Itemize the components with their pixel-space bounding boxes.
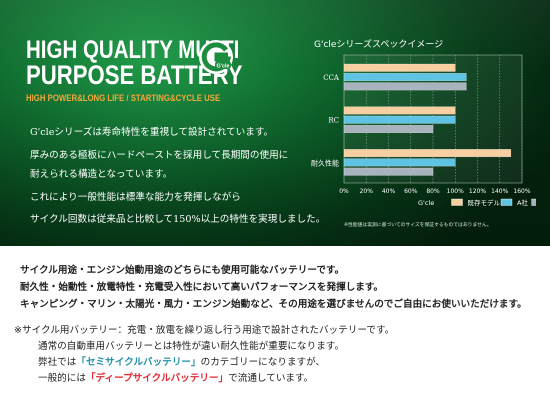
tagline: HIGH POWER&LONG LIFE / STARTING&CYCLE US… <box>26 93 221 104</box>
x-tick-label: 60% <box>404 188 418 195</box>
note-line-3: 弊社では「セミサイクルバッテリー」のカテゴリーになりますが、 <box>38 354 325 368</box>
bar-0-0 <box>343 63 456 72</box>
x-tick-label: 20% <box>360 188 374 195</box>
hero-banner: HIGH QUALITY MULTI PURPOSE BATTERY HIGH … <box>0 0 550 246</box>
legend-label: G'cle <box>418 199 434 207</box>
chart-title: G'cleシリーズスペックイメージ <box>314 38 443 50</box>
note-line-4: 一般的には「ディープサイクルバッテリー」で流通しています。 <box>38 370 313 384</box>
body-text: サイクル用途・エンジン始動用途のどちらにも使用可能なバッテリーです。 耐久性・始… <box>0 246 550 400</box>
chart-categories: CCA RC 耐久性能 <box>311 74 340 167</box>
description-line-1: G'cleシリーズは寿命特性を重視して設計されています。 <box>30 127 274 138</box>
legend-label: A社 <box>517 198 528 207</box>
bar-1-0 <box>343 106 456 115</box>
bar-0-2 <box>343 82 467 91</box>
description-line-4: これにより一般性能は標準な能力を発揮しながら <box>30 192 241 203</box>
note-line-1: ※サイクル用バッテリー：充電・放電を繰り返し行う用途で設計されたバッテリーです。 <box>14 325 395 336</box>
category-label: 耐久性能 <box>311 158 339 167</box>
note-line-3-post: のカテゴリーになりますが、 <box>200 357 326 368</box>
legend-swatch <box>531 198 536 206</box>
x-tick-label: 80% <box>426 188 440 195</box>
feature-line-3: キャンピング・マリン・太陽光・風力・エンジン始動など、その用途を選びませんのでご… <box>20 299 527 310</box>
note-line-2: 通常の自動車用バッテリーとは特性が違い耐久性能が重要になります。 <box>38 341 345 352</box>
category-label: RC <box>328 117 339 125</box>
bar-2-2 <box>343 167 434 176</box>
legend-swatch <box>500 198 513 206</box>
note-line-4-pre: 一般的には <box>38 373 86 384</box>
legend-label: 既存モデル <box>468 198 501 207</box>
deep-cycle-highlight: 「ディープサイクルバッテリー」 <box>85 373 229 384</box>
chart-note: ※性能値は実測に基づいてのサイズを保証するものではありません。 <box>344 221 492 228</box>
bar-0-1 <box>343 73 467 81</box>
bar-2-1 <box>343 158 456 167</box>
x-tick-label: 140% <box>491 188 508 195</box>
chart-ticks: 0% 20% 40% 60% 80% 100% 120% 140% 160% <box>339 188 531 195</box>
description-line-3: 耐えられる構造となっています。 <box>30 169 173 180</box>
bar-1-1 <box>343 115 456 124</box>
note-line-4-post: で流通しています。 <box>228 373 314 384</box>
bar-2-0 <box>343 149 512 158</box>
x-tick-label: 40% <box>382 188 396 195</box>
x-tick-label: 160% <box>513 188 530 195</box>
chart-bars <box>343 63 512 176</box>
note-line-3-pre: 弊社では <box>38 357 77 368</box>
chart-legend: G'cle 既存モデル A社 <box>418 198 536 207</box>
bar-1-2 <box>343 125 434 133</box>
logo-label: G'cle <box>216 63 229 69</box>
description-line-2: 厚みのある極板にハードペーストを採用して長期間の使用に <box>30 150 289 161</box>
x-tick-label: 100% <box>447 188 464 195</box>
x-tick-label: 0% <box>339 188 349 195</box>
semi-cycle-highlight: 「セミサイクルバッテリー」 <box>76 357 201 368</box>
category-label: CCA <box>323 74 340 82</box>
spec-chart-svg: G'cleシリーズスペックイメージ CCA RC 耐久性能 0% 20% 40% 60% 8… <box>311 38 536 228</box>
spec-chart: G'cleシリーズスペックイメージ CCA RC 耐久性能 0% 20% 40% 60% 8… <box>300 33 536 233</box>
description-line-5: サイクル回数は従来品と比較して150%以上の特性を実現しました。 <box>30 214 326 225</box>
feature-line-1: サイクル用途・エンジン始動用途のどちらにも使用可能なバッテリーです。 <box>20 265 345 276</box>
feature-line-2: 耐久性・始動性・放電特性・充電受入性において高いパフォーマンスを発揮します。 <box>20 282 384 293</box>
gcle-logo-icon: G'cle <box>199 40 233 74</box>
legend-swatch <box>451 198 463 206</box>
x-tick-label: 120% <box>469 188 486 195</box>
